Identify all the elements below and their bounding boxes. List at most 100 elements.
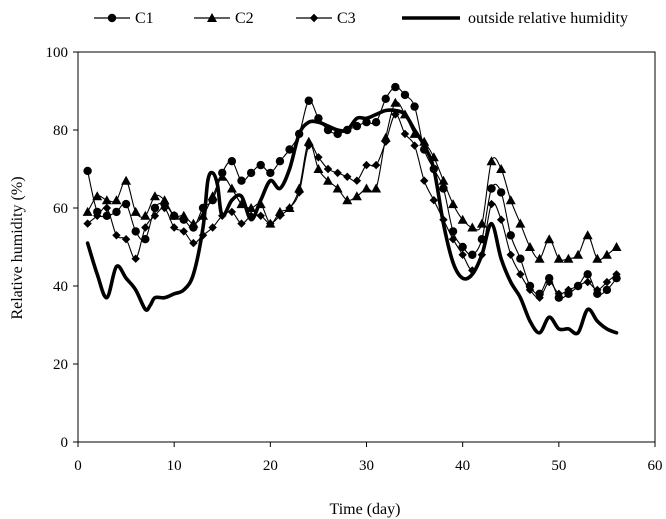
data-point-c1: [285, 145, 294, 154]
data-point-c2: [592, 253, 603, 263]
data-point-c2: [505, 195, 516, 205]
data-point-c3: [602, 277, 612, 287]
data-point-c1: [381, 94, 390, 104]
data-point-c2: [467, 222, 478, 232]
data-point-c3: [227, 207, 237, 217]
legend-marker: [107, 13, 117, 23]
data-point-c3: [448, 235, 458, 244]
series-c1: [83, 82, 621, 302]
legend-entry-outside-relative-humidity: outside relative humidity: [402, 10, 628, 27]
y-axis-label: Relative humidity (%): [9, 176, 26, 319]
legend-marker: [309, 13, 319, 23]
data-point-c3: [102, 203, 112, 213]
legend-marker: [207, 13, 217, 22]
data-point-c3: [564, 285, 573, 295]
x-tick-label: 10: [167, 458, 182, 474]
data-point-c3: [323, 164, 333, 174]
data-point-c1: [83, 166, 92, 176]
legend-label: C2: [235, 10, 254, 27]
data-point-c3: [516, 270, 525, 279]
data-point-c2: [130, 206, 141, 216]
data-point-c3: [381, 137, 390, 146]
legend-entry-c2: C2: [194, 10, 254, 27]
data-point-c3: [410, 141, 419, 150]
y-tick-label: 40: [53, 279, 68, 295]
data-point-c2: [351, 191, 362, 201]
data-point-c2: [476, 218, 487, 228]
data-point-c2: [573, 249, 584, 259]
data-point-c2: [486, 156, 497, 166]
data-point-c1: [141, 235, 150, 244]
data-point-c3: [256, 211, 265, 220]
data-point-c3: [333, 168, 342, 178]
data-point-c3: [121, 235, 131, 244]
data-point-c3: [93, 211, 102, 220]
y-tick-label: 20: [53, 357, 68, 373]
data-point-c1: [448, 227, 458, 236]
legend: C1 C2 C3 outside relative humidity: [94, 10, 628, 27]
x-axis-label: Time (day): [330, 501, 401, 518]
data-point-c3: [496, 215, 506, 224]
series-outside-relative-humidity: [85, 108, 619, 336]
data-point-c1: [371, 118, 381, 127]
data-point-c3: [208, 223, 217, 232]
data-point-c1: [352, 121, 362, 131]
data-point-c3: [535, 293, 544, 302]
data-point-c2: [159, 195, 170, 205]
data-point-c3: [304, 141, 313, 150]
legend-label: C1: [135, 10, 154, 27]
data-point-c3: [371, 160, 381, 170]
data-point-c2: [361, 183, 372, 193]
data-point-c1: [468, 250, 477, 259]
data-point-c1: [391, 82, 400, 92]
data-point-c2: [207, 191, 218, 201]
legend-label: outside relative humidity: [468, 10, 628, 27]
y-tick-label: 0: [61, 435, 69, 451]
x-tick-label: 0: [74, 458, 82, 474]
data-point-c1: [602, 285, 612, 295]
data-point-c2: [217, 171, 228, 181]
data-point-c2: [582, 230, 593, 240]
data-point-c3: [112, 231, 121, 240]
data-point-c2: [496, 164, 507, 173]
data-point-c1: [583, 270, 592, 279]
data-point-c3: [275, 211, 285, 220]
data-point-c2: [611, 242, 622, 251]
data-point-c2: [303, 136, 314, 146]
data-point-c2: [438, 175, 449, 185]
data-point-c3: [487, 199, 496, 209]
data-point-c3: [343, 172, 352, 181]
data-point-c3: [237, 219, 246, 228]
data-point-c2: [601, 249, 612, 259]
series-c2: [82, 97, 622, 263]
data-point-c3: [179, 227, 188, 236]
data-point-c3: [400, 129, 410, 139]
data-point-c2: [544, 234, 555, 244]
data-point-c1: [237, 176, 246, 185]
data-point-c2: [178, 210, 189, 220]
data-point-c2: [169, 210, 180, 220]
data-point-c3: [593, 285, 602, 295]
data-point-c2: [92, 191, 103, 201]
data-point-c3: [554, 289, 564, 298]
data-point-c3: [169, 223, 179, 232]
data-point-c3: [189, 238, 198, 248]
data-point-c1: [487, 184, 496, 193]
data-point-c3: [362, 160, 371, 170]
data-point-c3: [266, 219, 275, 228]
data-point-c2: [82, 206, 93, 216]
data-point-c1: [131, 227, 140, 236]
x-tick-label: 20: [263, 458, 278, 474]
data-point-c3: [83, 219, 92, 228]
data-point-c2: [515, 218, 526, 228]
data-point-c2: [140, 210, 151, 220]
data-point-c2: [121, 175, 132, 185]
legend-label: C3: [337, 10, 356, 27]
data-point-c2: [246, 203, 257, 212]
data-point-c2: [101, 195, 112, 205]
data-point-c3: [141, 223, 150, 232]
series-c3: [83, 110, 621, 302]
data-point-c2: [149, 191, 160, 201]
data-point-c2: [380, 132, 391, 142]
